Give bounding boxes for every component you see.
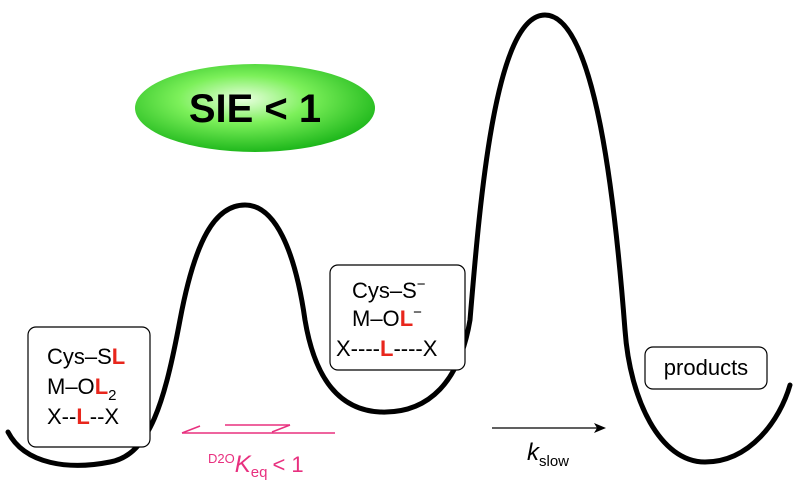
reactant-line: X--L--X <box>47 404 119 429</box>
text-fragment: eq <box>251 464 268 481</box>
text-fragment: − <box>417 276 426 293</box>
text-fragment: X---- <box>336 336 380 361</box>
text-fragment: L <box>400 306 413 331</box>
reactant-box <box>27 326 151 448</box>
intermediate-line: M–OL− <box>352 304 422 331</box>
equilibrium-arrows <box>181 424 335 434</box>
text-fragment: D2O <box>208 451 235 466</box>
text-fragment: L <box>112 344 125 369</box>
text-fragment: K <box>235 451 252 478</box>
text-fragment: Cys–S <box>47 344 112 369</box>
reactant-line: M–OL2 <box>47 374 116 404</box>
text-fragment: L <box>380 336 393 361</box>
text-fragment: k <box>527 439 541 466</box>
intermediate-box <box>329 264 466 371</box>
text-fragment: --X <box>90 404 120 429</box>
text-fragment: slow <box>539 453 569 470</box>
text-fragment: X-- <box>47 404 76 429</box>
text-fragment: ----X <box>393 336 437 361</box>
energy-curve <box>5 12 793 468</box>
text-fragment: L <box>95 374 108 399</box>
text-fragment: L <box>76 404 89 429</box>
equilibrium-label: D2OKeq < 1 <box>208 451 304 481</box>
text-fragment: Cys–S <box>352 278 417 303</box>
text-fragment: M–O <box>47 374 95 399</box>
intermediate-line: Cys–S− <box>352 276 426 303</box>
rate-arrowhead <box>594 423 606 433</box>
reactant-line: Cys–SL <box>47 344 125 369</box>
badge-label: SIE < 1 <box>189 87 321 131</box>
rate-label: kslow <box>527 439 569 470</box>
text-fragment: M–O <box>352 306 400 331</box>
badge <box>135 64 375 152</box>
text-fragment: 2 <box>108 387 116 404</box>
product-box <box>644 346 768 390</box>
text-fragment: < 1 <box>272 452 303 477</box>
text-fragment: − <box>413 304 422 321</box>
intermediate-line: X----L----X <box>336 336 438 361</box>
product-label: products <box>664 355 748 380</box>
